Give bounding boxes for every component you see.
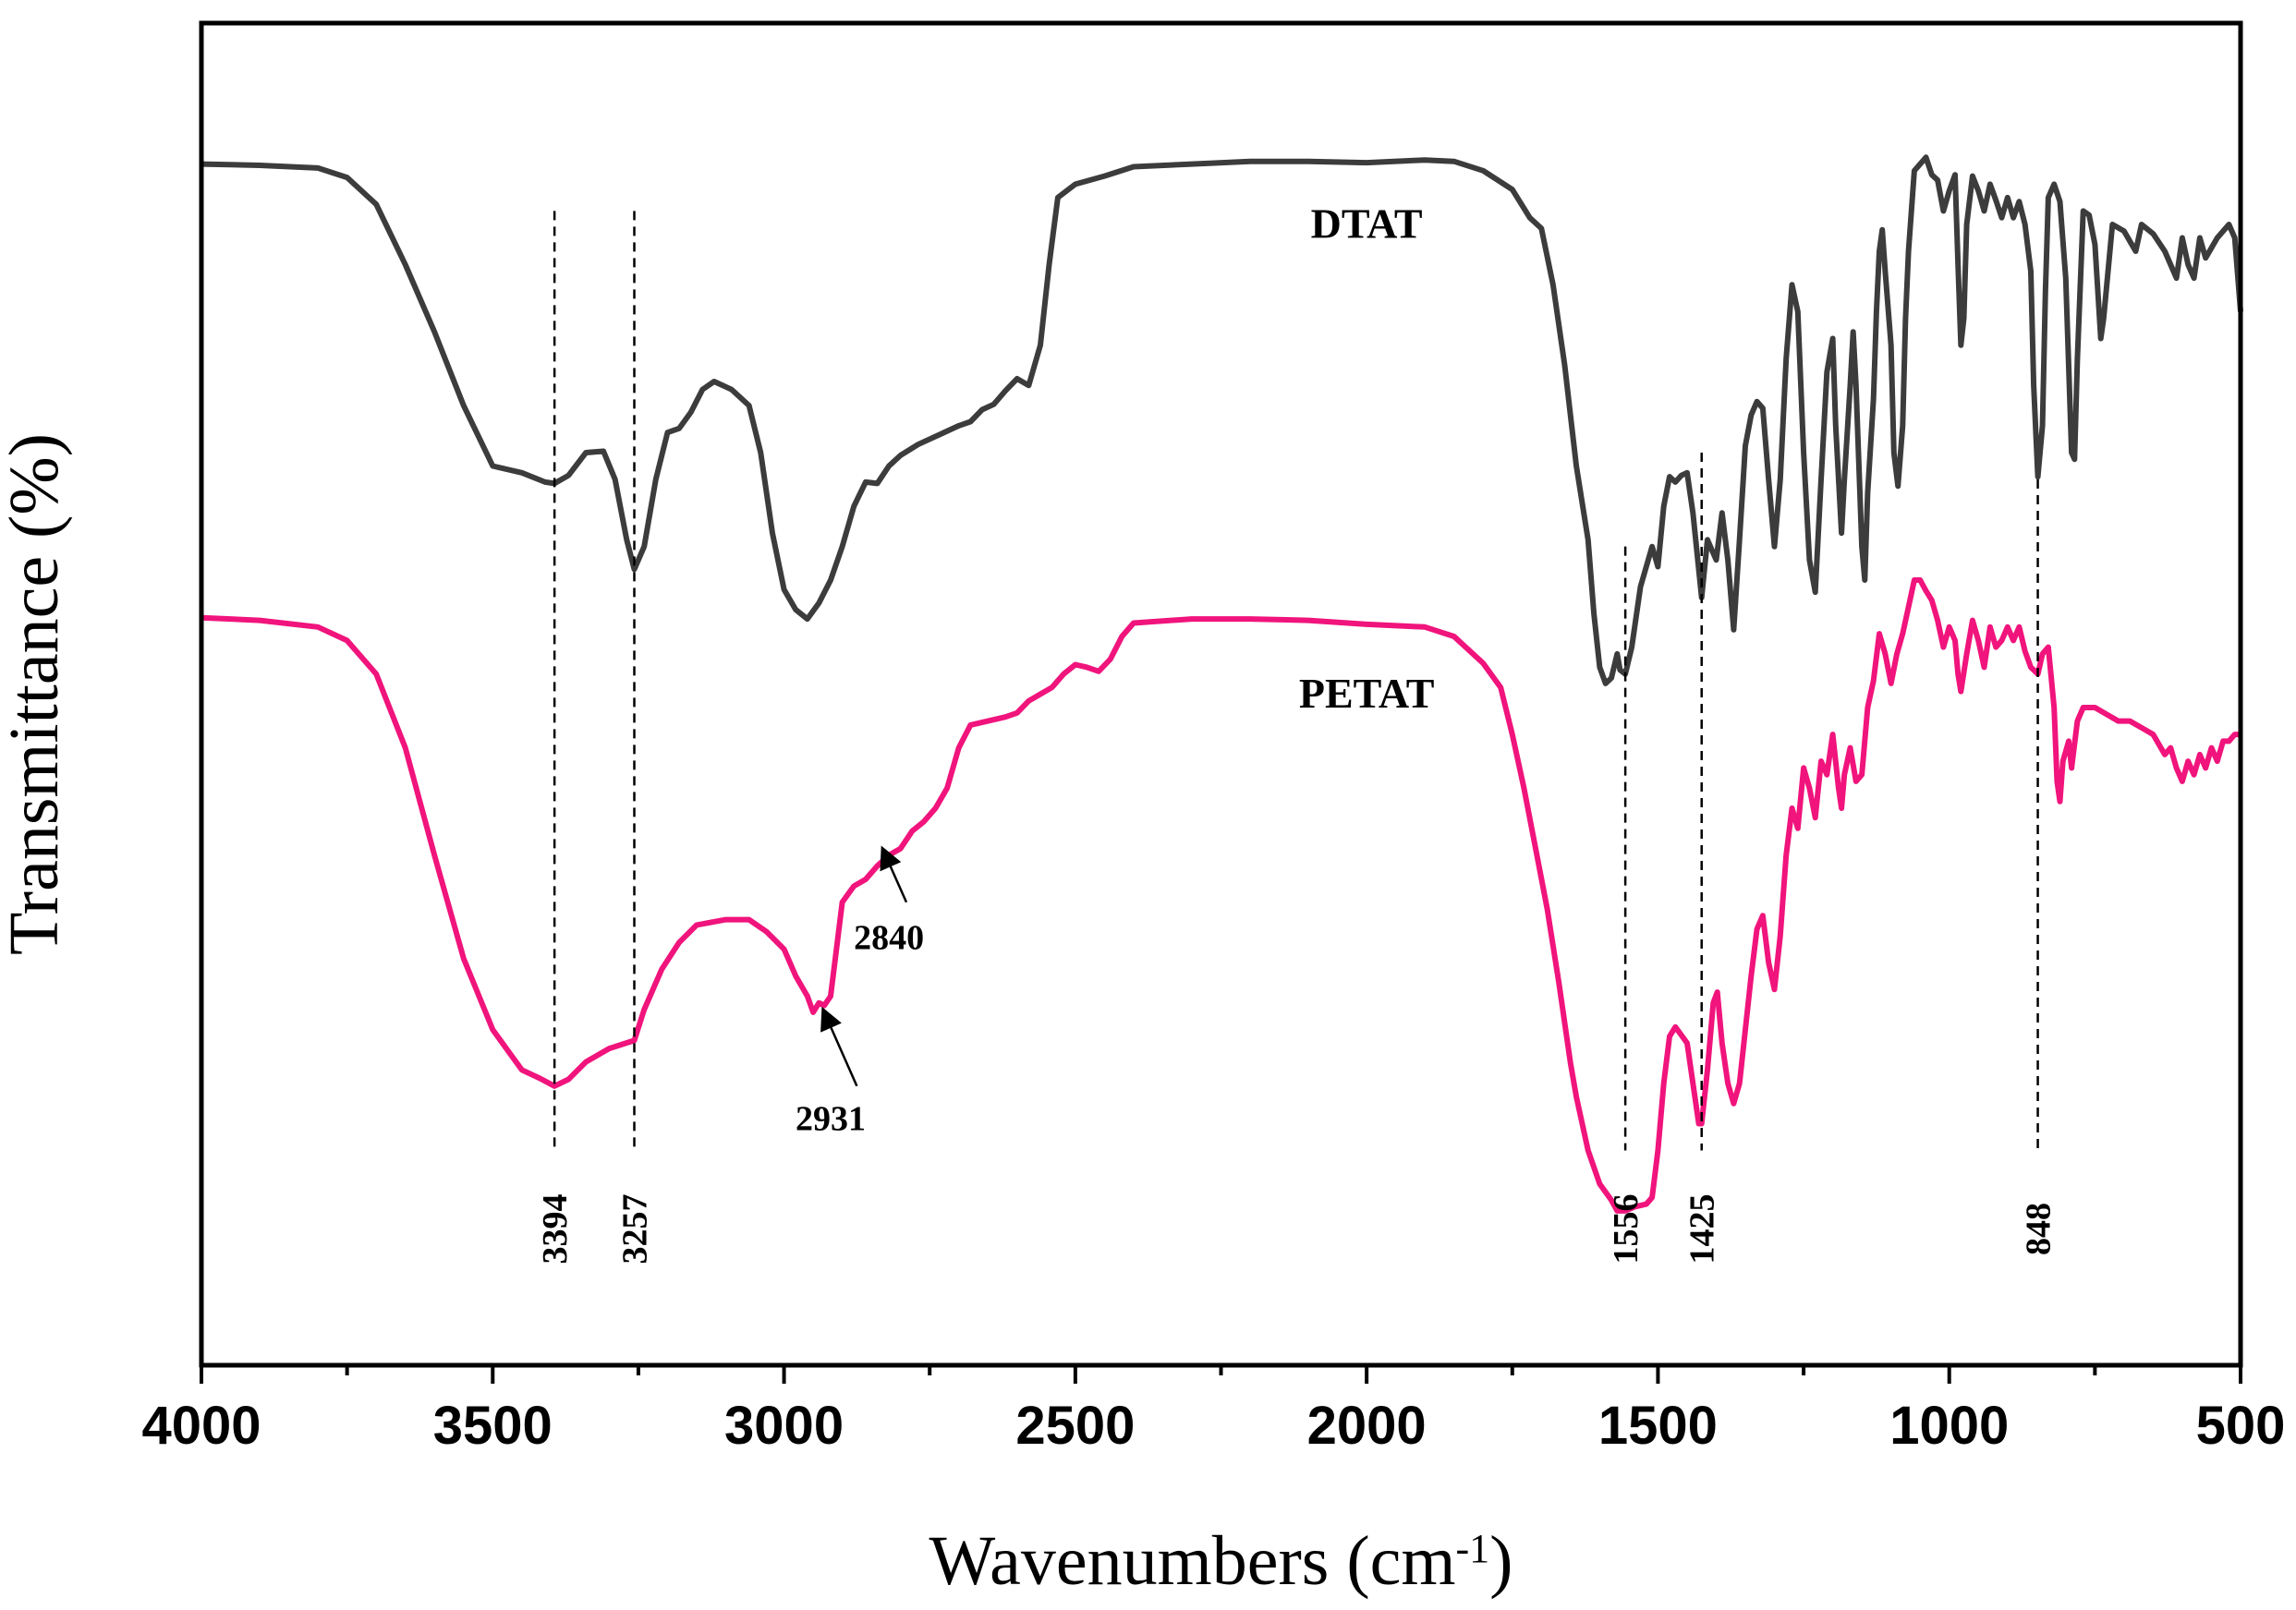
annotation-label-2931: 2931 xyxy=(796,1100,866,1139)
x-tick-label-3000: 3000 xyxy=(724,1396,844,1456)
x-axis-title: Wavenumbers (cm-1) xyxy=(929,1522,1513,1600)
series-label-dtat: DTAT xyxy=(1311,200,1423,247)
x-tick-label-2500: 2500 xyxy=(1015,1396,1135,1456)
x-tick-label-1500: 1500 xyxy=(1598,1396,1718,1456)
x-tick-label-3500: 3500 xyxy=(433,1396,553,1456)
plot-content xyxy=(200,154,2243,1214)
peak-label-3257: 3257 xyxy=(616,1194,655,1265)
x-tick-label-2000: 2000 xyxy=(1307,1396,1427,1456)
x-tick-label-500: 500 xyxy=(2196,1396,2286,1456)
x-tick-label-4000: 4000 xyxy=(141,1396,261,1456)
peak-label-1556: 1556 xyxy=(1607,1194,1646,1265)
y-axis-title: Transmittance (%) xyxy=(0,433,73,955)
peak-label-3394: 3394 xyxy=(536,1194,575,1265)
text-labels: 3394 3257 1556 1425 848 2931 2840 DTAT PETAT 4000… xyxy=(0,200,2285,1600)
series-label-petat: PETAT xyxy=(1299,670,1435,717)
x-axis-ticks xyxy=(200,1365,2242,1384)
annotation-label-2840: 2840 xyxy=(854,919,924,958)
series-line-petat xyxy=(200,577,2241,1214)
plot-frame xyxy=(199,20,2243,1368)
annotation-arrow-2931 xyxy=(820,1006,858,1087)
peak-label-848: 848 xyxy=(2020,1203,2059,1255)
x-tick-label-1000: 1000 xyxy=(1889,1396,2009,1456)
annotation-arrow-2840 xyxy=(880,845,908,903)
series-line-dtat xyxy=(200,154,2243,686)
peak-label-1425: 1425 xyxy=(1683,1194,1722,1265)
